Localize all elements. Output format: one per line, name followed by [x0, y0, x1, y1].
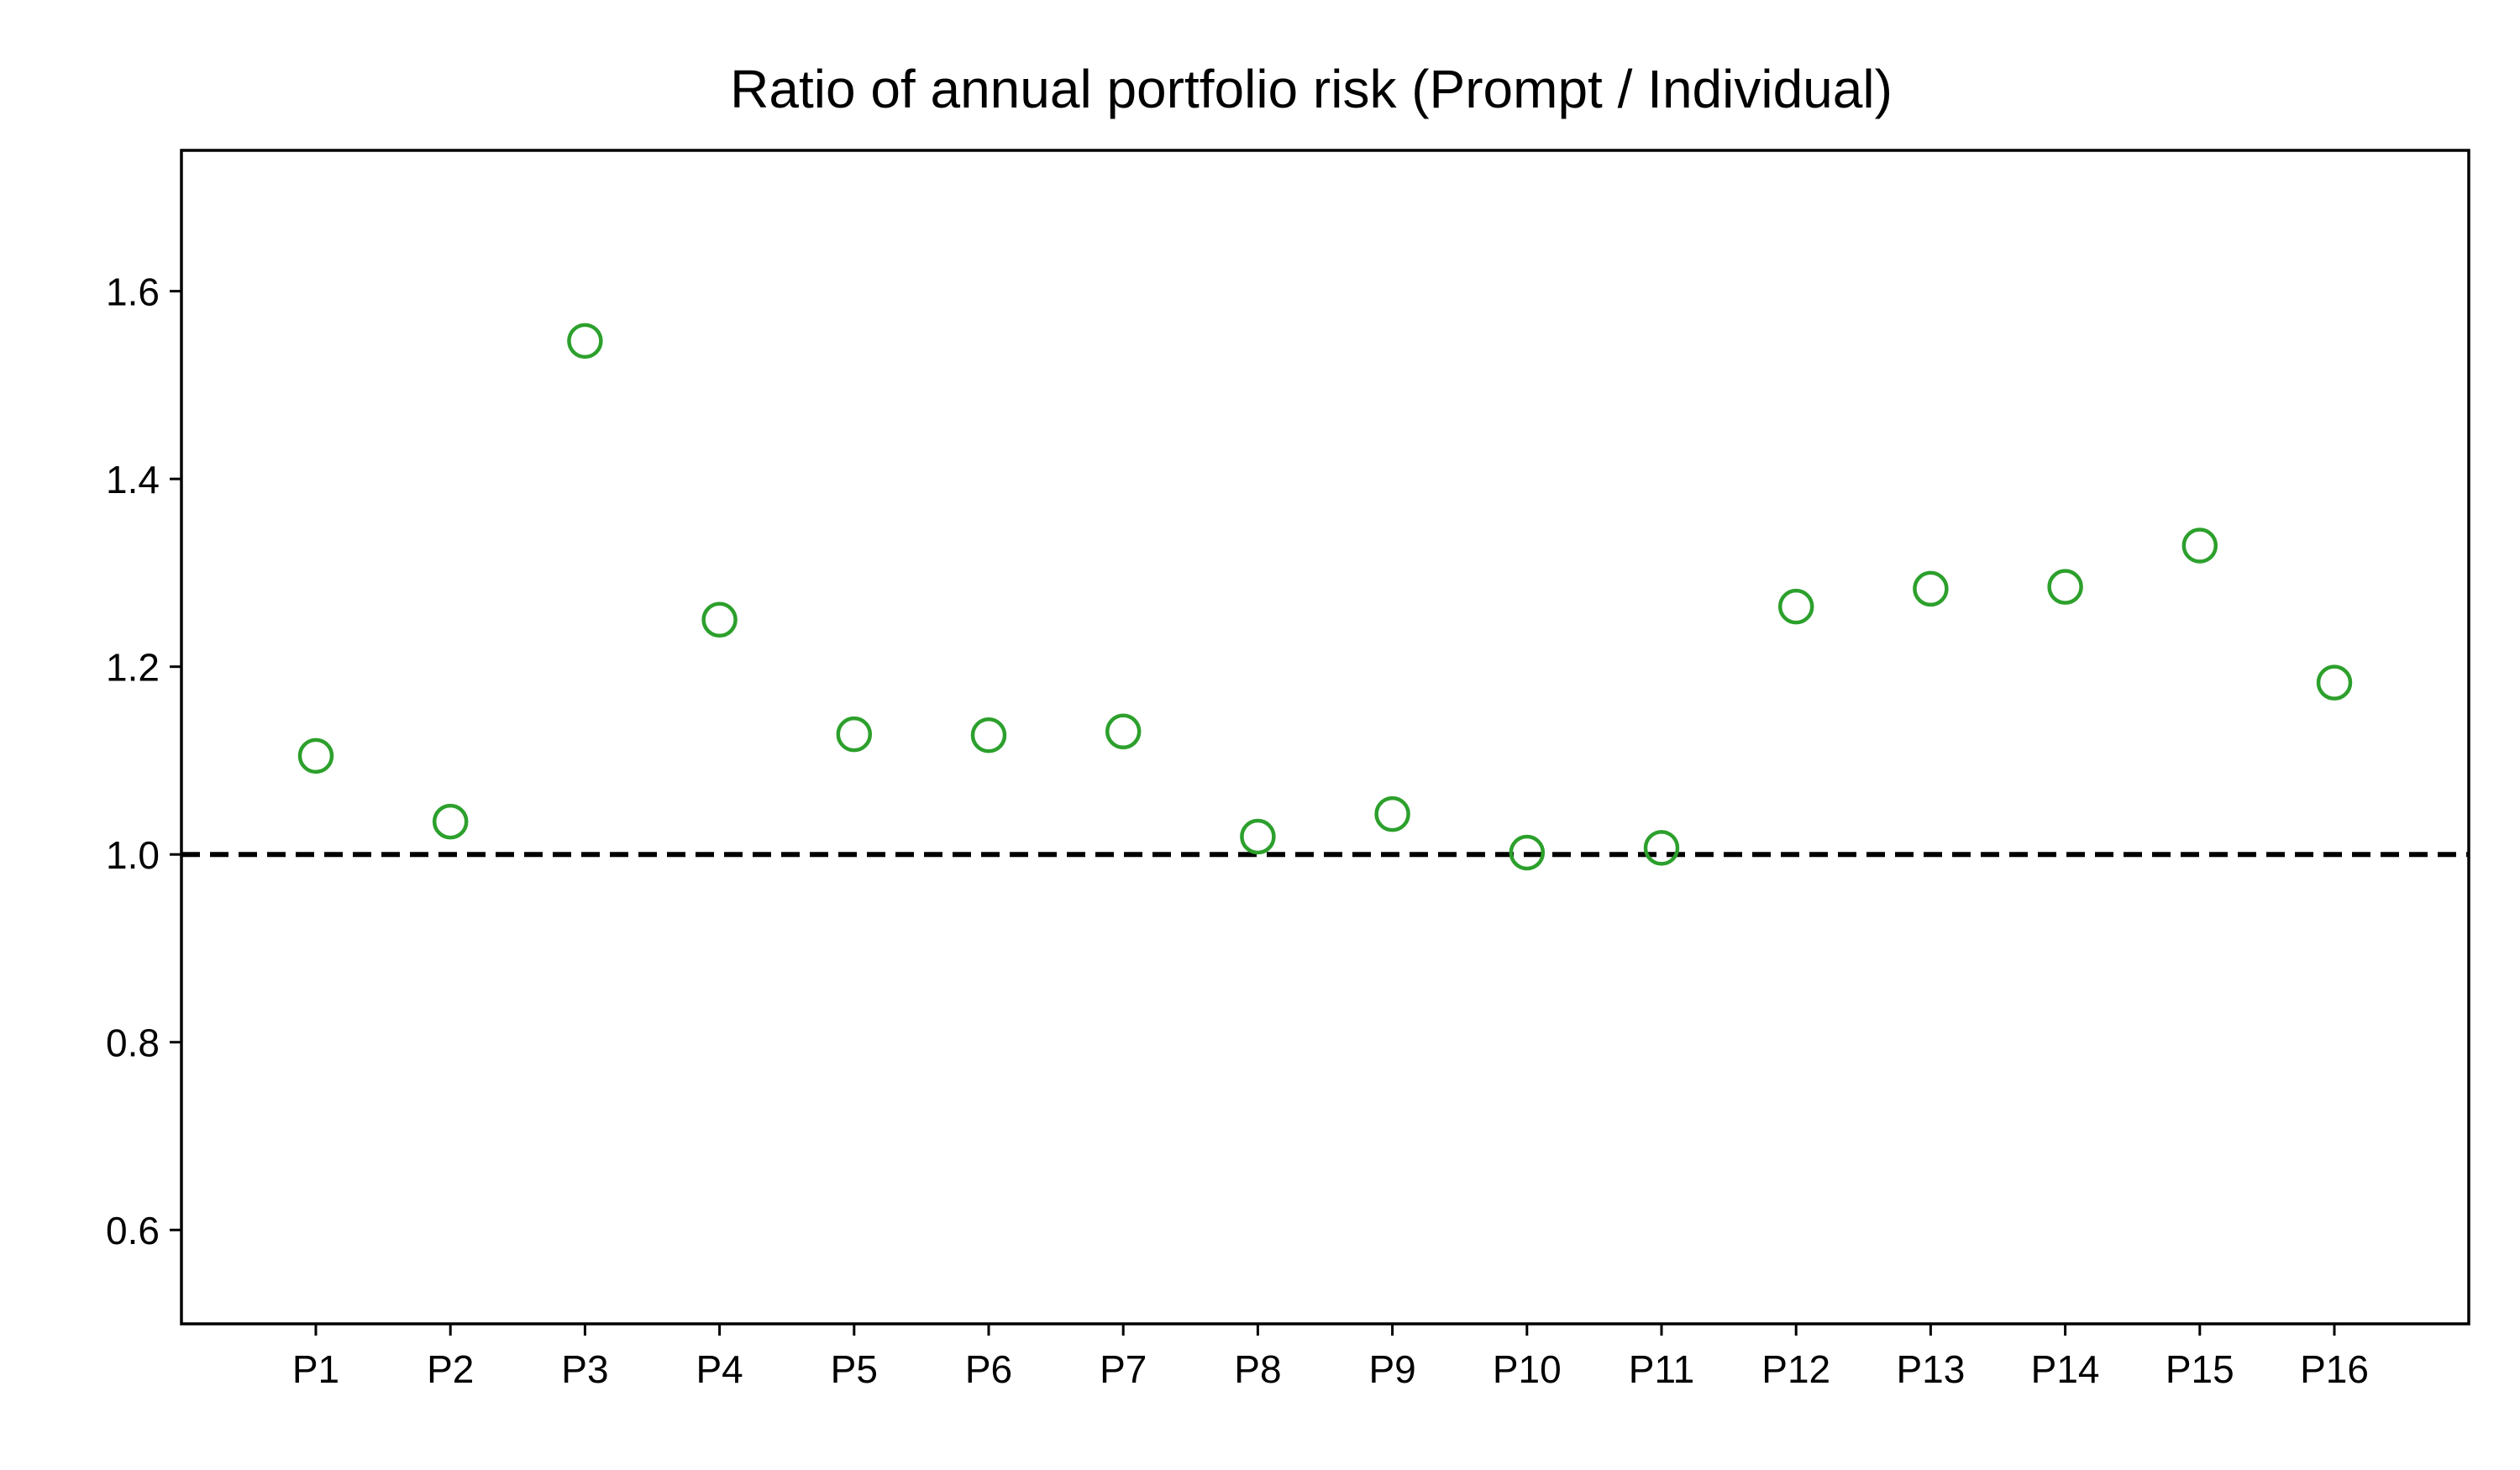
chart-title: Ratio of annual portfolio risk (Prompt /… — [730, 59, 1893, 119]
data-point — [2316, 664, 2353, 701]
y-tick-label: 1.6 — [106, 270, 160, 314]
data-point — [1374, 795, 1410, 832]
y-tick-label: 1.2 — [106, 646, 160, 690]
x-tick-label: P10 — [1493, 1347, 1562, 1391]
x-tick-label: P3 — [561, 1347, 608, 1391]
data-point — [701, 601, 738, 638]
data-point — [2181, 528, 2218, 564]
x-tick-label: P14 — [2031, 1347, 2100, 1391]
x-tick-label: P15 — [2166, 1347, 2234, 1391]
data-point — [432, 803, 469, 840]
marks-layer: 0.6 0.8 1.0 1.2 1.4 1.6 P1 P2 P3 P4 P5 P6 P7 P8 P9 P10 P… — [106, 270, 2469, 1391]
data-point — [836, 716, 873, 753]
x-tick-label: P12 — [1761, 1347, 1830, 1391]
y-tick-label: 0.8 — [106, 1021, 160, 1065]
y-tick-label: 1.4 — [106, 458, 160, 501]
x-tick-label: P9 — [1368, 1347, 1415, 1391]
plot-area-frame — [180, 149, 2470, 1326]
x-tick-label: P5 — [831, 1347, 878, 1391]
x-tick-label: P6 — [965, 1347, 1012, 1391]
data-point — [1777, 588, 1814, 625]
data-point — [1509, 834, 1546, 871]
x-tick-label: P2 — [427, 1347, 474, 1391]
x-tick-label: P16 — [2300, 1347, 2369, 1391]
x-tick-label: P1 — [292, 1347, 339, 1391]
x-tick-label: P7 — [1100, 1347, 1147, 1391]
data-point — [1643, 830, 1680, 866]
x-tick-label: P8 — [1234, 1347, 1281, 1391]
x-tick-label: P13 — [1896, 1347, 1965, 1391]
data-point — [1913, 570, 1949, 607]
data-point — [2047, 569, 2083, 605]
y-tick-label: 1.0 — [106, 833, 160, 877]
y-tick-label: 0.6 — [106, 1209, 160, 1252]
data-point — [1105, 713, 1142, 750]
x-tick-label: P11 — [1629, 1347, 1694, 1391]
data-point — [970, 717, 1007, 753]
data-point — [297, 738, 334, 774]
data-point — [567, 323, 603, 360]
x-tick-label: P4 — [696, 1347, 743, 1391]
data-point — [1240, 818, 1276, 855]
